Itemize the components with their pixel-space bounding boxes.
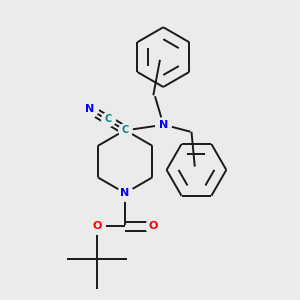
Text: C: C bbox=[122, 125, 129, 135]
Text: C: C bbox=[104, 114, 111, 124]
Text: O: O bbox=[92, 221, 102, 231]
Text: N: N bbox=[121, 188, 130, 198]
Text: N: N bbox=[85, 103, 94, 113]
Text: N: N bbox=[159, 120, 168, 130]
Text: O: O bbox=[148, 221, 158, 231]
